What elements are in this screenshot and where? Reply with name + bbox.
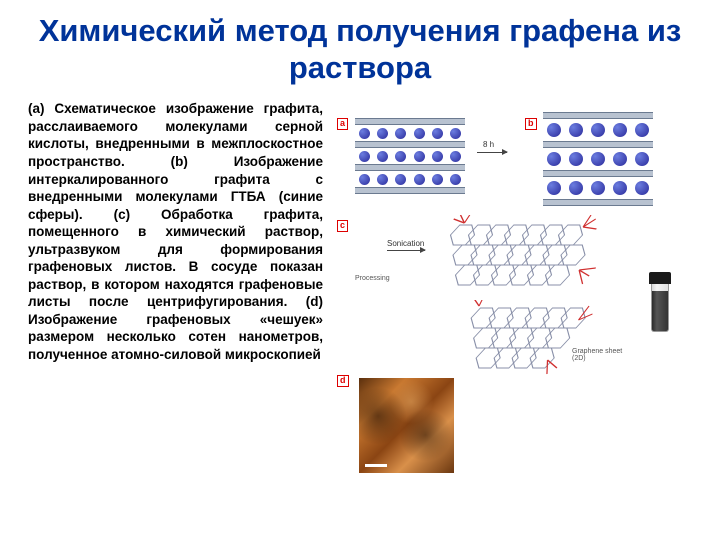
panel-label-a: a <box>337 118 348 130</box>
panel-label-b: b <box>525 118 537 130</box>
hex-caption: Graphene sheet (2D) <box>572 348 632 362</box>
processing-label: Processing <box>355 275 390 282</box>
page-title: Химический метод получения графена из ра… <box>28 12 692 86</box>
arrow-label-ab: 8 h <box>483 140 494 149</box>
figure-panel: a 8 h b c <box>337 100 692 500</box>
content-row: (a) Схематическое изображение графита, р… <box>28 100 692 500</box>
description-text: (a) Схематическое изображение графита, р… <box>28 100 323 500</box>
graphite-stack-b <box>543 112 653 206</box>
panel-label-c: c <box>337 220 348 232</box>
arrow-label-bc: Sonication <box>387 239 424 248</box>
vial-icon <box>649 272 671 332</box>
graphene-sheet-2 <box>457 300 627 375</box>
graphite-stack-a <box>355 118 465 194</box>
afm-image <box>359 378 454 473</box>
graphene-sheet-1 <box>437 215 637 305</box>
scale-bar <box>365 464 387 467</box>
arrow-a-to-b: 8 h <box>477 152 507 153</box>
arrow-b-to-c: Sonication <box>387 250 425 251</box>
panel-label-d: d <box>337 375 349 387</box>
